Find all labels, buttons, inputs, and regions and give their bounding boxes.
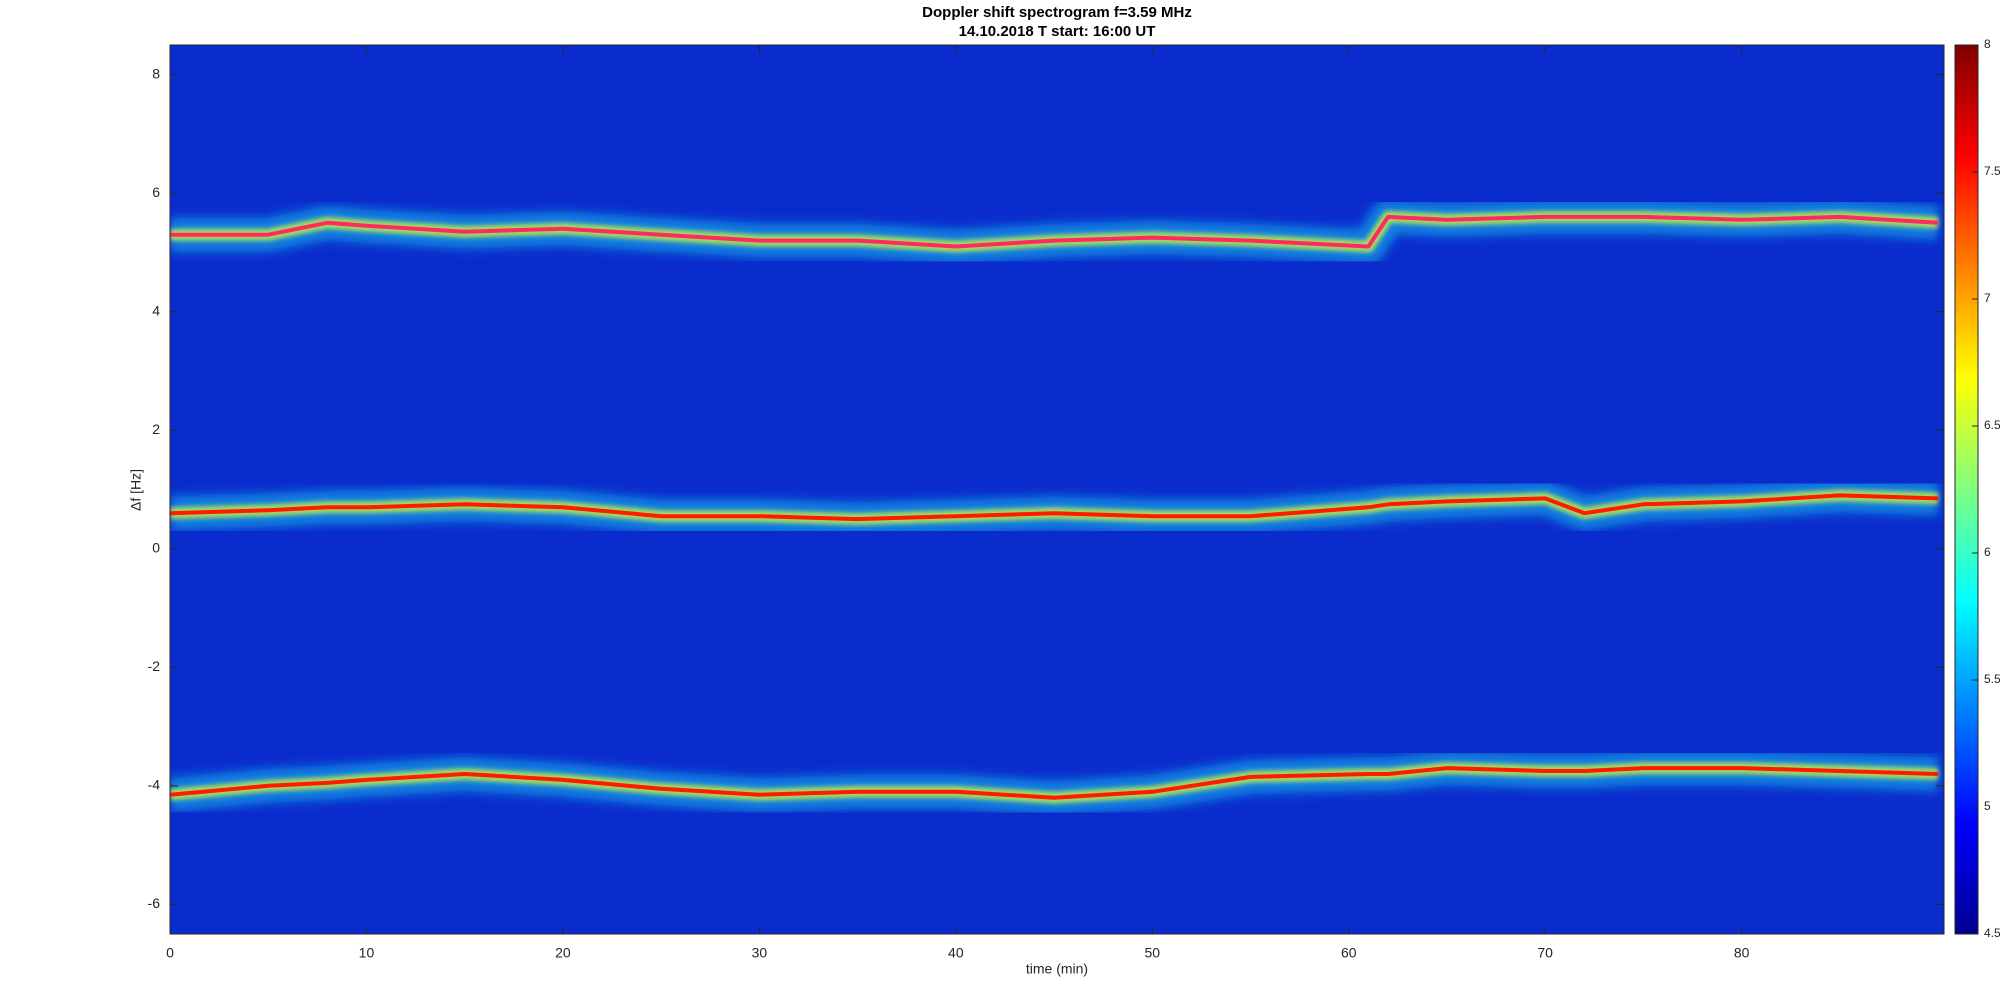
trace <box>170 214 1939 249</box>
traces <box>170 199 1940 815</box>
y-tick-label: 2 <box>152 421 160 437</box>
colorbar-tick-label: 7 <box>1984 291 1991 305</box>
trace <box>170 493 1939 522</box>
y-tick-label: -6 <box>148 895 161 911</box>
x-axis-label: time (min) <box>1026 961 1088 977</box>
colorbar-tick-label: 6.5 <box>1984 418 2000 432</box>
axes-box <box>169 44 1945 935</box>
x-tick-label: 80 <box>1734 945 1750 961</box>
colorbar <box>1954 44 1979 935</box>
y-tick-label: 8 <box>152 65 160 81</box>
chart-title: Doppler shift spectrogram f=3.59 MHz <box>922 4 1192 21</box>
y-tick-label: 0 <box>152 539 160 555</box>
x-tick-label: 50 <box>1144 945 1160 961</box>
x-tick-label: 0 <box>166 945 174 961</box>
x-tick-label: 10 <box>359 945 375 961</box>
y-axis-label: Δf [Hz] <box>128 469 144 511</box>
colorbar-tick-label: 5 <box>1984 799 1991 813</box>
y-tick-label: 6 <box>152 184 160 200</box>
colorbar-tick-label: 5.5 <box>1984 672 2000 686</box>
x-tick-label: 70 <box>1537 945 1553 961</box>
y-tick-label: 4 <box>152 302 160 318</box>
colorbar-tick-label: 7.5 <box>1984 164 2000 178</box>
y-tick-label: -2 <box>148 658 161 674</box>
x-tick-label: 30 <box>752 945 768 961</box>
colorbar-tick-label: 8 <box>1984 37 1991 51</box>
x-tick-label: 60 <box>1341 945 1357 961</box>
chart-subtitle: 14.10.2018 T start: 16:00 UT <box>959 23 1156 40</box>
colorbar-tick-label: 4.5 <box>1984 926 2000 940</box>
x-tick-label: 40 <box>948 945 964 961</box>
colorbar-tick-label: 6 <box>1984 545 1991 559</box>
trace <box>170 766 1939 800</box>
x-tick-label: 20 <box>555 945 571 961</box>
y-tick-label: -4 <box>148 777 161 793</box>
